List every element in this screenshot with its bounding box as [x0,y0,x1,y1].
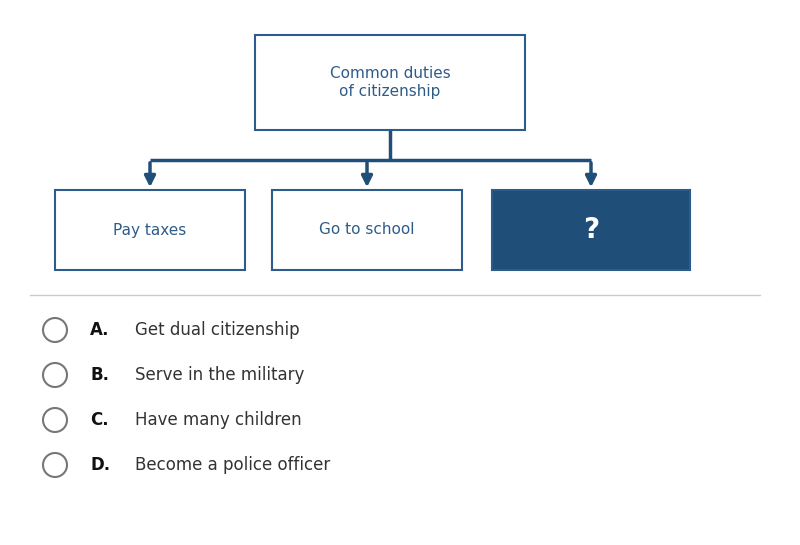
FancyBboxPatch shape [255,35,525,130]
Text: Common duties
of citizenship: Common duties of citizenship [330,66,450,99]
Text: Become a police officer: Become a police officer [135,456,330,474]
FancyBboxPatch shape [492,190,690,270]
FancyBboxPatch shape [272,190,462,270]
Text: ?: ? [583,216,599,244]
Text: A.: A. [90,321,110,339]
Text: C.: C. [90,411,109,429]
Text: D.: D. [90,456,110,474]
Text: Pay taxes: Pay taxes [114,222,186,238]
Text: Get dual citizenship: Get dual citizenship [135,321,300,339]
Text: B.: B. [90,366,109,384]
Text: Go to school: Go to school [319,222,414,238]
Text: Have many children: Have many children [135,411,302,429]
Text: Serve in the military: Serve in the military [135,366,304,384]
FancyBboxPatch shape [55,190,245,270]
